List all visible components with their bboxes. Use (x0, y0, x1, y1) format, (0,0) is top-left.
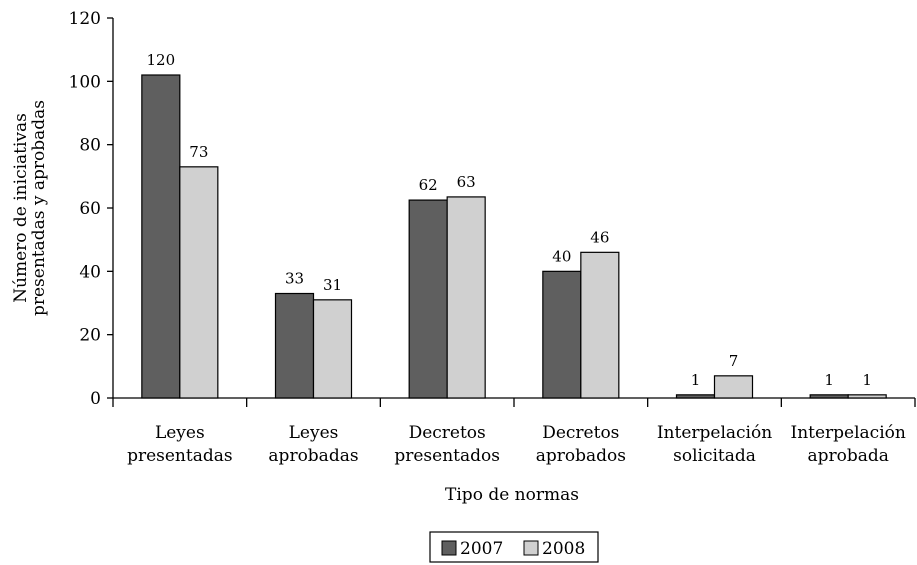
category-label-line: aprobados (536, 446, 626, 466)
data-label-2008: 63 (457, 173, 476, 191)
y-tick-label: 120 (69, 9, 101, 29)
data-label-2007: 33 (285, 270, 304, 288)
data-label-2007: 120 (147, 51, 176, 69)
legend-label-2007: 2007 (460, 539, 503, 559)
y-tick-label: 20 (79, 326, 101, 346)
data-label-2007: 1 (691, 371, 701, 389)
legend-box (429, 531, 599, 563)
y-axis-title-line: Número de iniciativas (11, 113, 31, 303)
bar-2008 (580, 251, 620, 399)
category-label: Leyes presentadas (127, 423, 233, 466)
category-label-line: Interpelación (657, 423, 772, 443)
y-tick-label: 60 (79, 199, 101, 219)
y-axis-title-text: Número de iniciativaspresentadas y aprob… (11, 100, 49, 316)
category-label: Decretos presentados (394, 423, 500, 466)
category-label: Interpelación solicitada (657, 423, 772, 466)
category-label-line: presentadas (127, 446, 233, 466)
data-labels: 120 73 33 31 62 63 40 46 1 7 1 1 (147, 51, 872, 389)
bar-2008 (312, 299, 353, 399)
category-label-line: Decretos (409, 423, 486, 443)
data-label-2008: 31 (323, 276, 342, 294)
bar-2007 (141, 74, 181, 399)
x-axis-title: Tipo de normas (445, 485, 579, 505)
x-axis (112, 397, 916, 407)
legend-swatch-2008 (523, 540, 539, 556)
bar-2007 (809, 394, 849, 399)
legend: 2007 2008 (429, 531, 599, 563)
bar-2008 (847, 394, 887, 399)
category-label-line: aprobadas (268, 446, 358, 466)
category-label: Interpelación aprobada (790, 423, 905, 466)
bar-2008 (446, 196, 486, 399)
bar-2008 (713, 375, 754, 399)
bar-2007 (408, 199, 448, 399)
data-label-2007: 40 (552, 247, 571, 265)
y-axis-title: Número de iniciativaspresentadas y aprob… (11, 100, 49, 316)
data-label-2007: 62 (419, 176, 438, 194)
bar-2008 (179, 166, 219, 399)
y-tick-label: 80 (79, 136, 101, 156)
category-label: Decretos aprobados (536, 423, 626, 466)
y-tick-label: 40 (79, 262, 101, 282)
bar-2007 (675, 394, 716, 399)
category-label-line: aprobada (807, 446, 888, 466)
data-label-2008: 46 (590, 228, 609, 246)
y-axis-title-line: presentadas y aprobadas (29, 100, 49, 316)
legend-label-2008: 2008 (542, 539, 585, 559)
y-tick-label: 100 (69, 72, 101, 92)
bar-2007 (542, 270, 582, 399)
data-label-2008: 1 (862, 371, 872, 389)
y-axis: 0 20 40 60 80 100 120 (69, 9, 114, 409)
category-label-line: presentados (394, 446, 500, 466)
category-labels: Leyes presentadas Leyes aprobadas Decretos pr… (127, 423, 906, 466)
category-label-line: Decretos (542, 423, 619, 443)
data-label-2008: 73 (189, 143, 208, 161)
category-label-line: Leyes (155, 423, 205, 443)
data-label-2008: 7 (729, 352, 739, 370)
bar-2007 (274, 292, 315, 399)
bars (141, 74, 887, 399)
data-label-2007: 1 (824, 371, 834, 389)
legend-swatch-2007 (441, 540, 457, 556)
category-label-line: solicitada (673, 446, 756, 466)
category-label-line: Interpelación (790, 423, 905, 443)
y-tick-label: 0 (90, 389, 101, 409)
category-label-line: Leyes (289, 423, 339, 443)
category-label: Leyes aprobadas (268, 423, 358, 466)
